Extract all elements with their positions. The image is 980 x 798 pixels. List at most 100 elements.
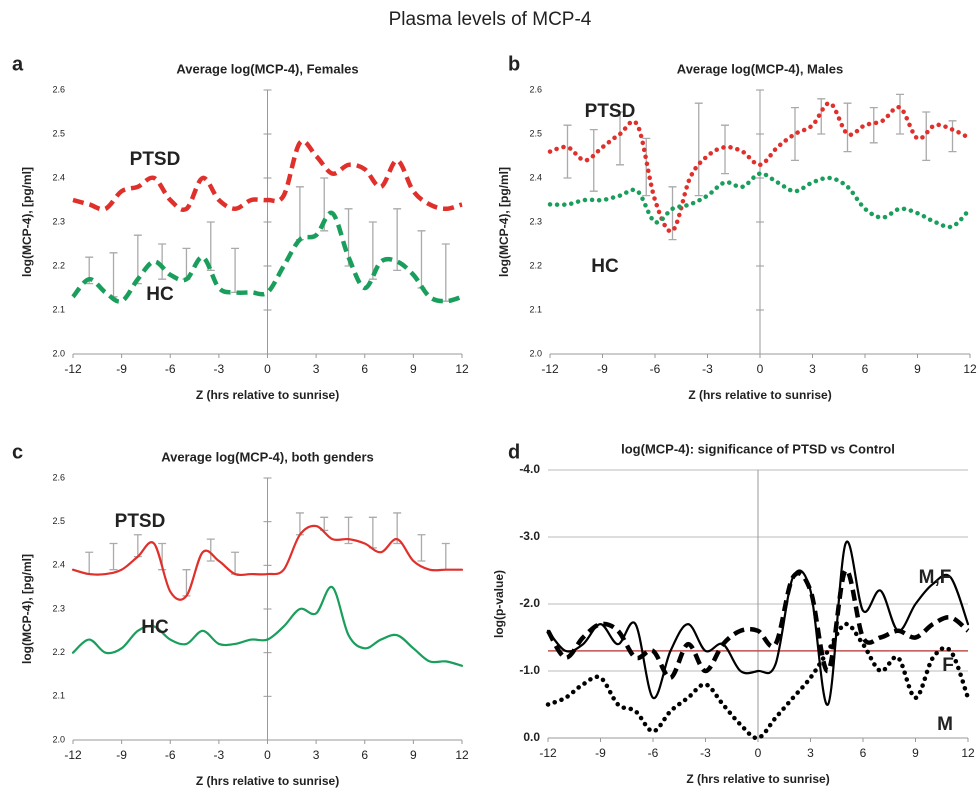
y-tick-label: 2.0 [52,734,65,744]
x-tick-label: 3 [313,748,320,762]
error-bar [441,542,450,571]
y-tick-label: 2.6 [52,84,65,94]
x-tick-label: 6 [361,748,368,762]
x-tick-label: 12 [963,362,977,376]
y-tick-label: 2.5 [529,128,542,138]
y-axis-label: log(MCP-4), [pg/ml] [20,167,34,277]
series-label: F [942,655,954,676]
x-tick-label: 12 [455,362,469,376]
series-label: PTSD [585,101,636,122]
error-bar [344,208,353,267]
x-tick-label: -3 [214,748,225,762]
y-tick-label: 2.6 [52,472,65,482]
y-axis-label: log(p-value) [492,570,506,638]
x-tick-label: -3 [214,362,225,376]
error-bar [589,128,598,192]
error-bar [231,551,240,575]
error-bar [368,221,377,280]
error-bar [231,247,240,294]
y-tick-label: 2.4 [52,172,65,182]
error-bar [417,534,426,562]
y-tick-label: 2.1 [52,304,65,314]
x-tick-label: 3 [809,362,816,376]
error-bar [206,221,215,272]
error-bar [109,252,118,298]
y-tick-label: -3.0 [519,529,540,543]
y-tick-label: 2.4 [52,560,65,570]
series-label: M [937,714,953,735]
x-tick-label: 0 [264,748,271,762]
error-bar [642,137,651,197]
error-bar [694,102,703,197]
x-tick-label: 3 [807,746,814,760]
series-line [545,621,971,741]
x-tick-label: -3 [700,746,711,760]
y-tick-label: 2.5 [52,128,65,138]
y-tick-label: -2.0 [519,596,540,610]
series-label: HC [146,284,174,305]
y-tick-label: -4.0 [519,462,540,476]
error-bar [85,551,94,575]
series-label: HC [591,256,619,277]
x-tick-label: 12 [961,746,975,760]
error-bar [441,243,450,302]
series-label: PTSD [115,511,166,532]
x-axis-label: Z (hrs relative to sunrise) [196,774,339,788]
series-line [546,568,970,680]
panel-label: c [12,441,23,463]
x-tick-label: 6 [860,746,867,760]
x-tick-label: 6 [361,362,368,376]
y-tick-label: 0.0 [523,730,540,744]
x-tick-label: 9 [410,362,417,376]
panel-title: log(MCP-4): significance of PTSD vs Cont… [621,441,895,456]
x-tick-label: -12 [541,362,559,376]
x-axis-label: Z (hrs relative to sunrise) [686,772,829,786]
y-tick-label: 2.5 [52,516,65,526]
x-tick-label: -6 [648,746,659,760]
error-bar [563,124,572,179]
y-tick-label: 2.0 [529,348,542,358]
x-tick-label: -9 [116,362,127,376]
y-tick-label: 2.3 [52,603,65,613]
error-bar [295,186,304,241]
panel-title: Average log(MCP-4), Males [677,61,843,76]
error-bar [869,106,878,144]
y-axis-label: log(MCP-4), [pg/ml] [497,167,511,277]
y-tick-label: 2.4 [529,172,542,182]
x-tick-label: -6 [165,362,176,376]
series-line [71,210,463,304]
panel-label: a [12,53,24,75]
x-tick-label: 0 [264,362,271,376]
error-bar [158,243,167,280]
panel-label: b [508,53,520,75]
y-tick-label: 2.6 [529,84,542,94]
series-line [547,171,973,230]
panel-label: d [508,441,520,463]
series-line [71,524,464,601]
error-bar [791,106,799,162]
error-bar [668,186,677,241]
x-tick-label: -12 [64,748,82,762]
x-axis-label: Z (hrs relative to sunrise) [688,388,831,402]
error-bar [817,98,826,135]
x-axis-label: Z (hrs relative to sunrise) [196,388,339,402]
error-bar [721,124,729,175]
series-line [546,540,970,706]
error-bar [948,120,957,153]
error-bar [206,538,215,562]
series-line [547,100,973,234]
error-bar [843,102,852,153]
x-tick-label: 6 [862,362,869,376]
panel-title: Average log(MCP-4), Females [176,61,358,76]
x-tick-label: 9 [914,362,921,376]
y-tick-label: 2.3 [529,216,542,226]
x-tick-label: 9 [410,748,417,762]
figure-title: Plasma levels of MCP-4 [389,9,592,30]
x-tick-label: -12 [539,746,557,760]
series-label: M,F [919,567,952,588]
series-line [71,585,464,667]
panel-title: Average log(MCP-4), both genders [161,449,374,464]
x-tick-label: -3 [702,362,713,376]
error-bar [896,93,904,135]
